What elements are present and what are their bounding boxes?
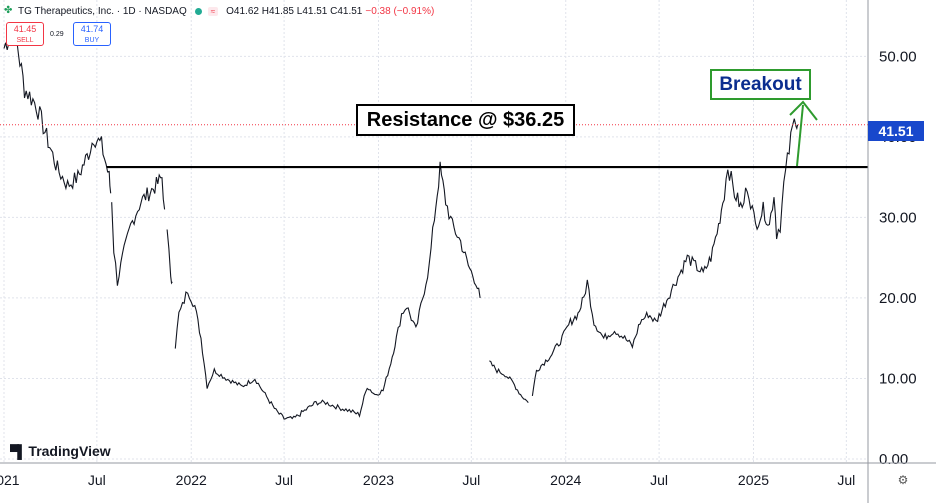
x-tick-label: Jul xyxy=(462,472,480,488)
price-segment xyxy=(531,118,799,396)
y-tick-label: 30.00 xyxy=(879,209,917,226)
y-tick-label: 50.00 xyxy=(879,48,917,65)
x-tick-label: 2022 xyxy=(176,472,207,488)
last-price-tag: 41.51 xyxy=(868,121,924,141)
price-segment xyxy=(111,173,166,286)
brand-name: TradingView xyxy=(28,443,111,459)
price-segment xyxy=(489,360,529,403)
buy-price: 41.74 xyxy=(80,24,104,34)
price-change: −0.38 (−0.91%) xyxy=(365,5,435,17)
tg-logo-icon: ✤ xyxy=(4,5,13,16)
tradingview-logo[interactable]: ▀▌ TradingView xyxy=(10,443,111,459)
x-tick-label: 2024 xyxy=(550,472,581,488)
price-segment xyxy=(166,229,173,285)
y-tick-label: 0.00 xyxy=(879,451,908,468)
x-tick-label: Jul xyxy=(275,472,293,488)
symbol-title[interactable]: TG Therapeutics, Inc. · 1D · NASDAQ xyxy=(18,5,187,17)
sell-button[interactable]: 41.45 SELL xyxy=(6,22,44,46)
price-segment xyxy=(174,161,481,420)
gear-icon[interactable]: ⚙ xyxy=(897,473,909,487)
breakout-arrow-shaft xyxy=(796,104,804,167)
buy-button[interactable]: 41.74 BUY xyxy=(73,22,111,46)
breakout-arrow-head xyxy=(789,100,818,121)
price-segment xyxy=(3,23,112,194)
x-tick-label: 2025 xyxy=(738,472,769,488)
resistance-label[interactable]: Resistance @ $36.25 xyxy=(356,104,575,136)
y-tick-label: 10.00 xyxy=(879,370,917,387)
x-tick-label: Jul xyxy=(650,472,668,488)
spread-value: 0.29 xyxy=(50,31,64,38)
chart-grid xyxy=(0,0,868,463)
market-status-icon xyxy=(194,7,202,15)
tradingview-logo-icon: ▀▌ xyxy=(10,443,26,459)
ohlc-values: O41.62 H41.85 L41.51 C41.51 xyxy=(226,5,363,17)
x-tick-label: Jul xyxy=(88,472,106,488)
x-tick-label: 2021 xyxy=(0,472,20,488)
sell-price: 41.45 xyxy=(13,24,37,34)
chart-overlays xyxy=(0,100,868,169)
x-tick-label: 2023 xyxy=(363,472,394,488)
header-tag[interactable]: ≈ xyxy=(207,6,219,16)
y-tick-label: 20.00 xyxy=(879,290,917,307)
breakout-label[interactable]: Breakout xyxy=(710,69,811,100)
sell-label: SELL xyxy=(16,37,34,44)
x-tick-label: Jul xyxy=(837,472,855,488)
buy-label: BUY xyxy=(84,37,100,44)
price-series xyxy=(3,23,799,420)
symbol-header: ✤ TG Therapeutics, Inc. · 1D · NASDAQ ≈ … xyxy=(4,3,434,19)
